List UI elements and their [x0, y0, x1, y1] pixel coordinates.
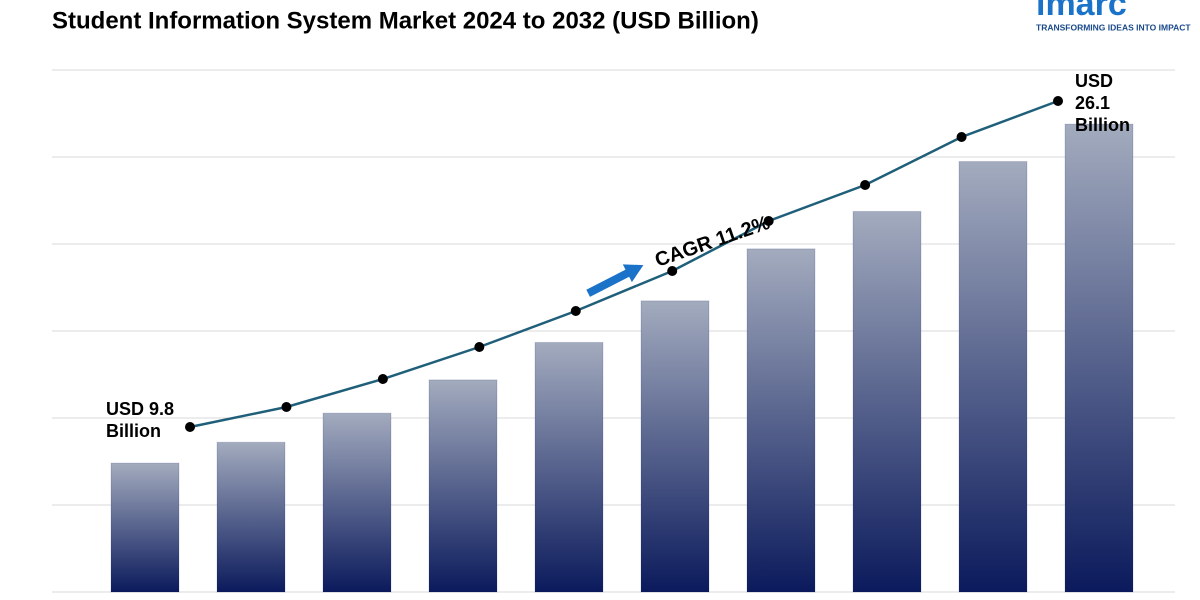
trend-point: [570, 306, 581, 316]
trend-point: [667, 266, 678, 276]
bar: [534, 341, 604, 593]
trend-point: [377, 374, 388, 384]
bar: [640, 300, 710, 593]
bar: [746, 248, 816, 593]
trend-point: [1053, 96, 1063, 106]
trend-point: [956, 132, 967, 142]
logo-name: imarc: [1036, 0, 1127, 23]
chart-title: Student Information System Market 2024 t…: [52, 7, 759, 34]
logo-tagline: TRANSFORMING IDEAS INTO IMPACT: [1036, 22, 1191, 32]
trend-point: [763, 216, 774, 226]
value-label: USD 26.1 Billion: [1075, 71, 1130, 135]
bar: [958, 161, 1028, 593]
trend-line: [189, 99, 1059, 429]
trend-point: [281, 402, 292, 412]
bar: [216, 441, 286, 593]
bar: [428, 379, 498, 593]
trend-point: [860, 180, 871, 190]
bar: [322, 412, 392, 593]
cagr-arrow: [586, 264, 644, 297]
trend-point: [474, 342, 485, 352]
bar: [1064, 123, 1134, 593]
bar: [852, 210, 922, 593]
trend-point: [185, 422, 195, 432]
value-label: USD 9.8 Billion: [106, 399, 175, 441]
bar: [110, 462, 180, 593]
